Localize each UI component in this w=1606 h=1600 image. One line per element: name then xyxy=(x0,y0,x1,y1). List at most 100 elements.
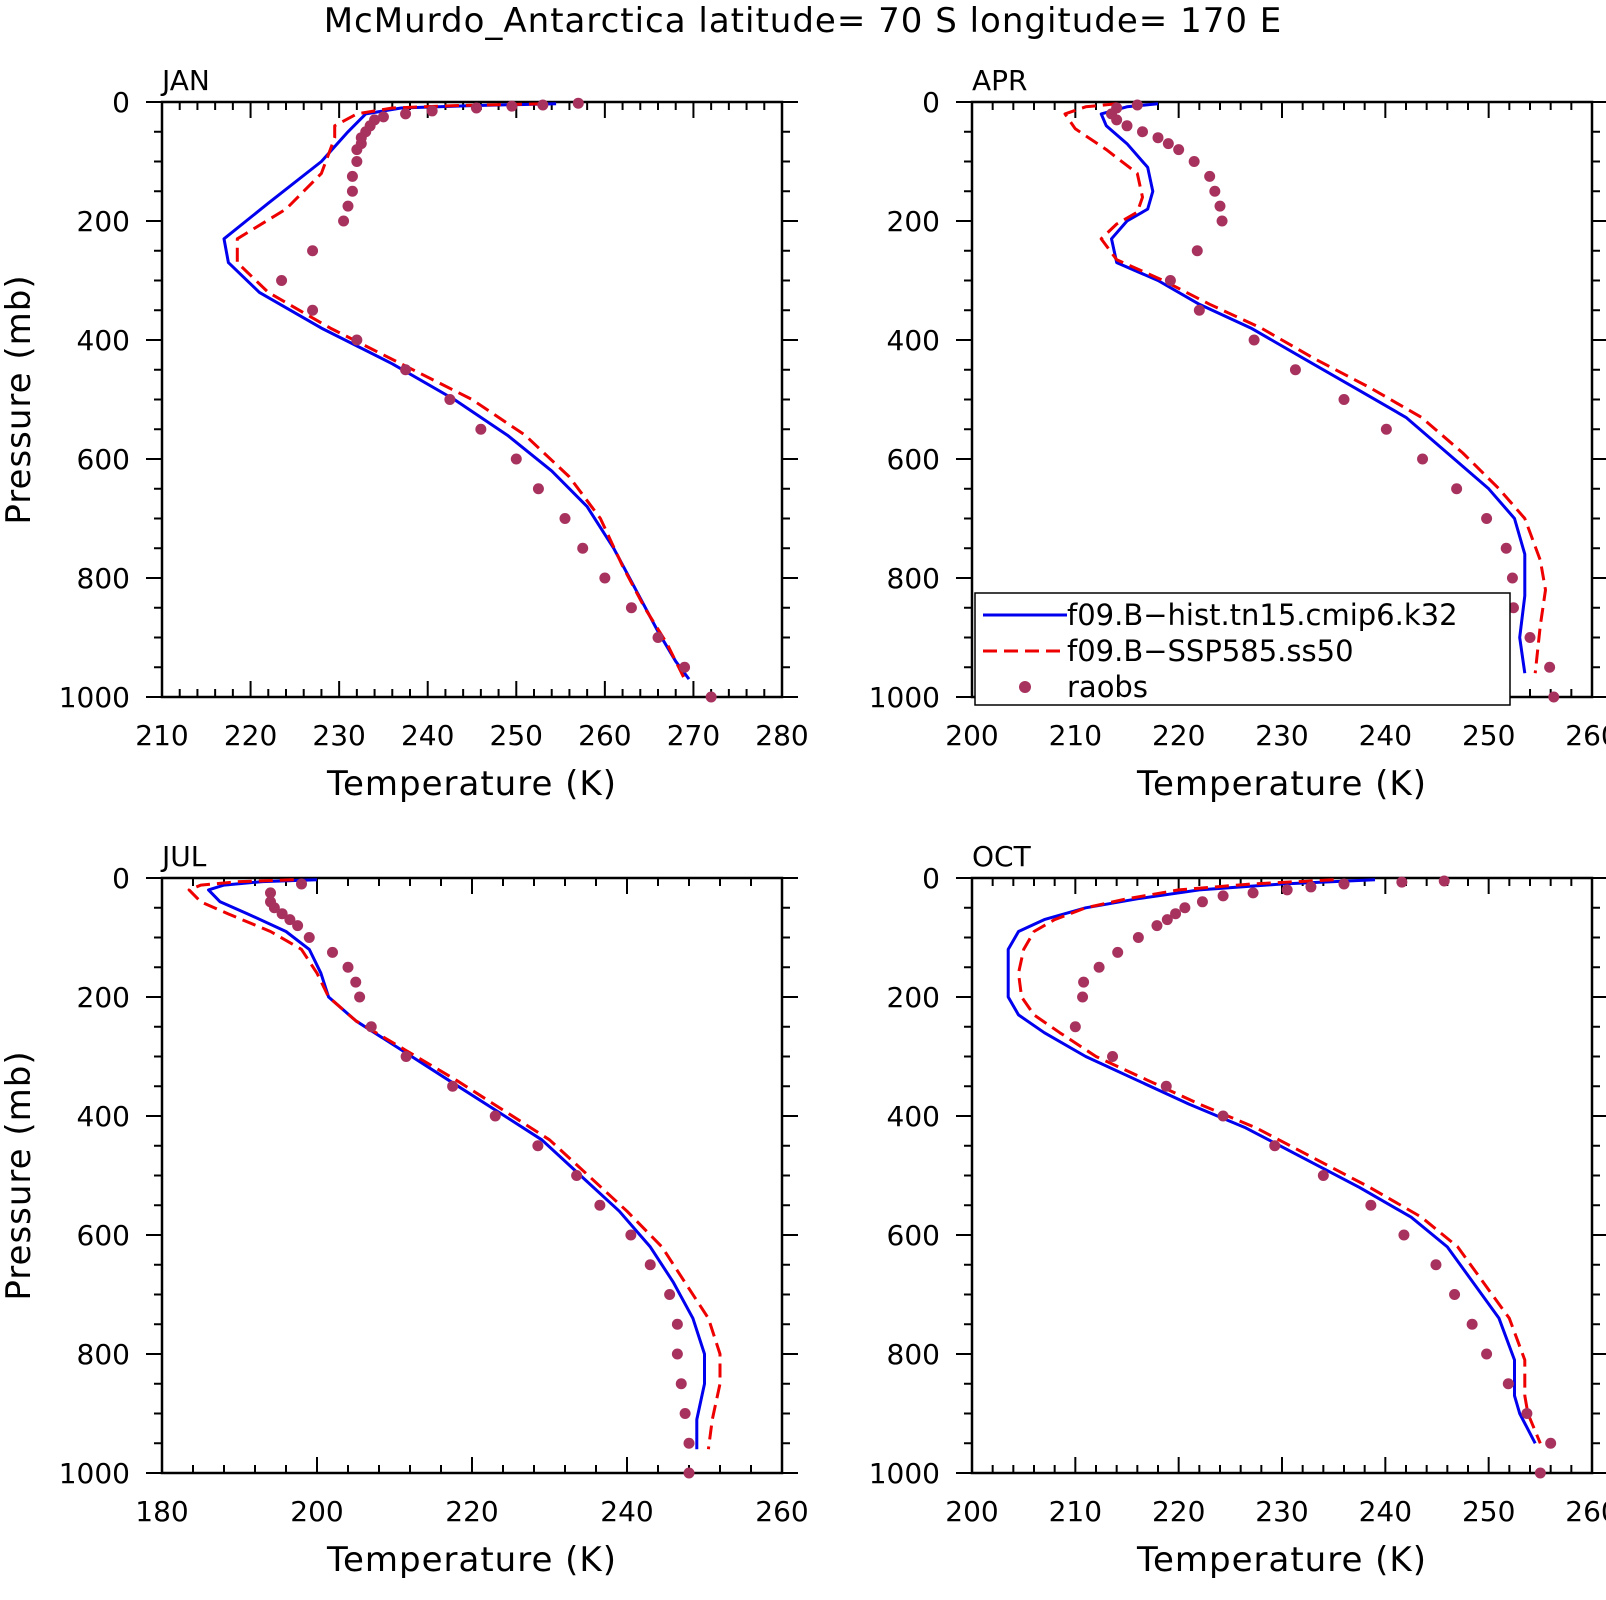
raobs-point xyxy=(1502,1378,1514,1390)
raobs-point xyxy=(1247,887,1259,899)
x-axis-label: Temperature (K) xyxy=(1136,764,1427,804)
raobs-point xyxy=(268,902,280,914)
raobs-point xyxy=(1430,1259,1442,1271)
raobs-point xyxy=(1451,483,1463,495)
legend-marker-raobs xyxy=(1019,681,1031,693)
raobs-point xyxy=(1248,334,1260,346)
raobs-point xyxy=(1214,200,1226,212)
raobs-point xyxy=(572,97,584,109)
series-group xyxy=(187,878,722,1479)
raobs-point xyxy=(1417,453,1429,465)
x-tick-label: 200 xyxy=(945,1495,998,1528)
raobs-point xyxy=(1132,932,1144,943)
ssp585-line xyxy=(187,878,722,1450)
y-tick-label: 200 xyxy=(887,205,940,238)
raobs-point xyxy=(1204,170,1216,182)
raobs-point xyxy=(1217,1110,1229,1122)
raobs-point xyxy=(265,887,276,899)
y-tick-label: 600 xyxy=(887,443,940,476)
x-tick-label: 260 xyxy=(1565,1495,1606,1528)
x-tick-label: 260 xyxy=(755,1495,808,1528)
raobs-point xyxy=(1449,1289,1461,1300)
raobs-point xyxy=(489,1110,501,1122)
raobs-point xyxy=(1545,1437,1557,1449)
raobs-point xyxy=(342,961,354,973)
legend-label: raobs xyxy=(1067,670,1148,704)
raobs-point xyxy=(350,976,362,988)
raobs-point xyxy=(679,1408,691,1419)
x-tick-label: 260 xyxy=(1565,719,1606,752)
raobs-point xyxy=(354,991,366,1003)
raobs-point xyxy=(577,542,589,554)
x-tick-label: 200 xyxy=(290,1495,343,1528)
raobs-point xyxy=(571,1170,583,1181)
raobs-point xyxy=(1078,976,1090,988)
raobs-point xyxy=(346,185,358,197)
raobs-point xyxy=(683,1467,695,1479)
x-tick-label: 230 xyxy=(1255,1495,1308,1528)
x-tick-label: 280 xyxy=(755,719,808,752)
raobs-point xyxy=(303,932,315,943)
raobs-point xyxy=(1164,275,1176,286)
raobs-point xyxy=(1481,513,1493,524)
x-tick-label: 270 xyxy=(667,719,720,752)
raobs-point xyxy=(1338,394,1350,405)
raobs-point xyxy=(1193,304,1205,316)
panel-label: OCT xyxy=(972,840,1032,873)
raobs-point xyxy=(664,1289,676,1300)
legend-label: f09.B−hist.tn15.cmip6.k32 xyxy=(1067,598,1458,632)
y-tick-label: 1000 xyxy=(59,1457,130,1490)
raobs-point xyxy=(1380,423,1392,435)
x-tick-label: 240 xyxy=(1359,1495,1412,1528)
y-tick-label: 1000 xyxy=(59,681,130,714)
y-tick-label: 0 xyxy=(922,862,940,895)
panel-label: APR xyxy=(972,64,1028,97)
raobs-point xyxy=(1544,661,1556,673)
series-group xyxy=(1006,875,1557,1479)
raobs-point xyxy=(1077,991,1089,1003)
raobs-point xyxy=(1338,878,1350,890)
raobs-point xyxy=(1216,215,1228,227)
y-tick-label: 1000 xyxy=(869,681,940,714)
raobs-point xyxy=(276,275,288,286)
x-tick-label: 230 xyxy=(312,719,365,752)
x-tick-label: 240 xyxy=(401,719,454,752)
raobs-point xyxy=(1093,961,1105,973)
y-tick-label: 800 xyxy=(77,1338,130,1371)
hist-line xyxy=(207,878,706,1450)
x-axis-label: Temperature (K) xyxy=(326,764,617,804)
raobs-point xyxy=(1281,884,1293,896)
raobs-point xyxy=(307,304,319,316)
raobs-point xyxy=(1289,364,1301,376)
raobs-point xyxy=(510,453,522,465)
raobs-point xyxy=(400,364,412,376)
y-axis-label: Pressure (mb) xyxy=(0,1050,39,1300)
raobs-point xyxy=(506,100,518,112)
raobs-point xyxy=(377,111,389,123)
raobs-point xyxy=(296,878,307,890)
raobs-point xyxy=(1524,632,1536,643)
raobs-point xyxy=(351,334,363,346)
plot-frame xyxy=(160,100,784,699)
raobs-point xyxy=(284,914,296,926)
raobs-point xyxy=(532,1140,544,1152)
raobs-point xyxy=(1506,572,1518,584)
raobs-point xyxy=(594,1199,606,1211)
chart-title: McMurdo_Antarctica latitude= 70 S longit… xyxy=(324,1,1283,41)
x-tick-label: 230 xyxy=(1255,719,1308,752)
x-tick-label: 260 xyxy=(578,719,631,752)
raobs-point xyxy=(1179,902,1191,914)
raobs-point xyxy=(625,1229,637,1241)
plot-frame xyxy=(970,876,1594,1475)
ssp585-line xyxy=(1017,878,1542,1444)
raobs-point xyxy=(644,1259,656,1271)
raobs-point xyxy=(1305,881,1317,893)
y-tick-label: 0 xyxy=(112,862,130,895)
raobs-point xyxy=(338,215,350,227)
raobs-point xyxy=(1137,126,1148,138)
panel-apr: APR 200 210 220 230 240 250 260 0 200 400 600 800 100… xyxy=(869,64,1606,804)
ssp585-line xyxy=(1063,102,1547,674)
raobs-point xyxy=(307,245,319,257)
raobs-point xyxy=(1160,1080,1172,1092)
